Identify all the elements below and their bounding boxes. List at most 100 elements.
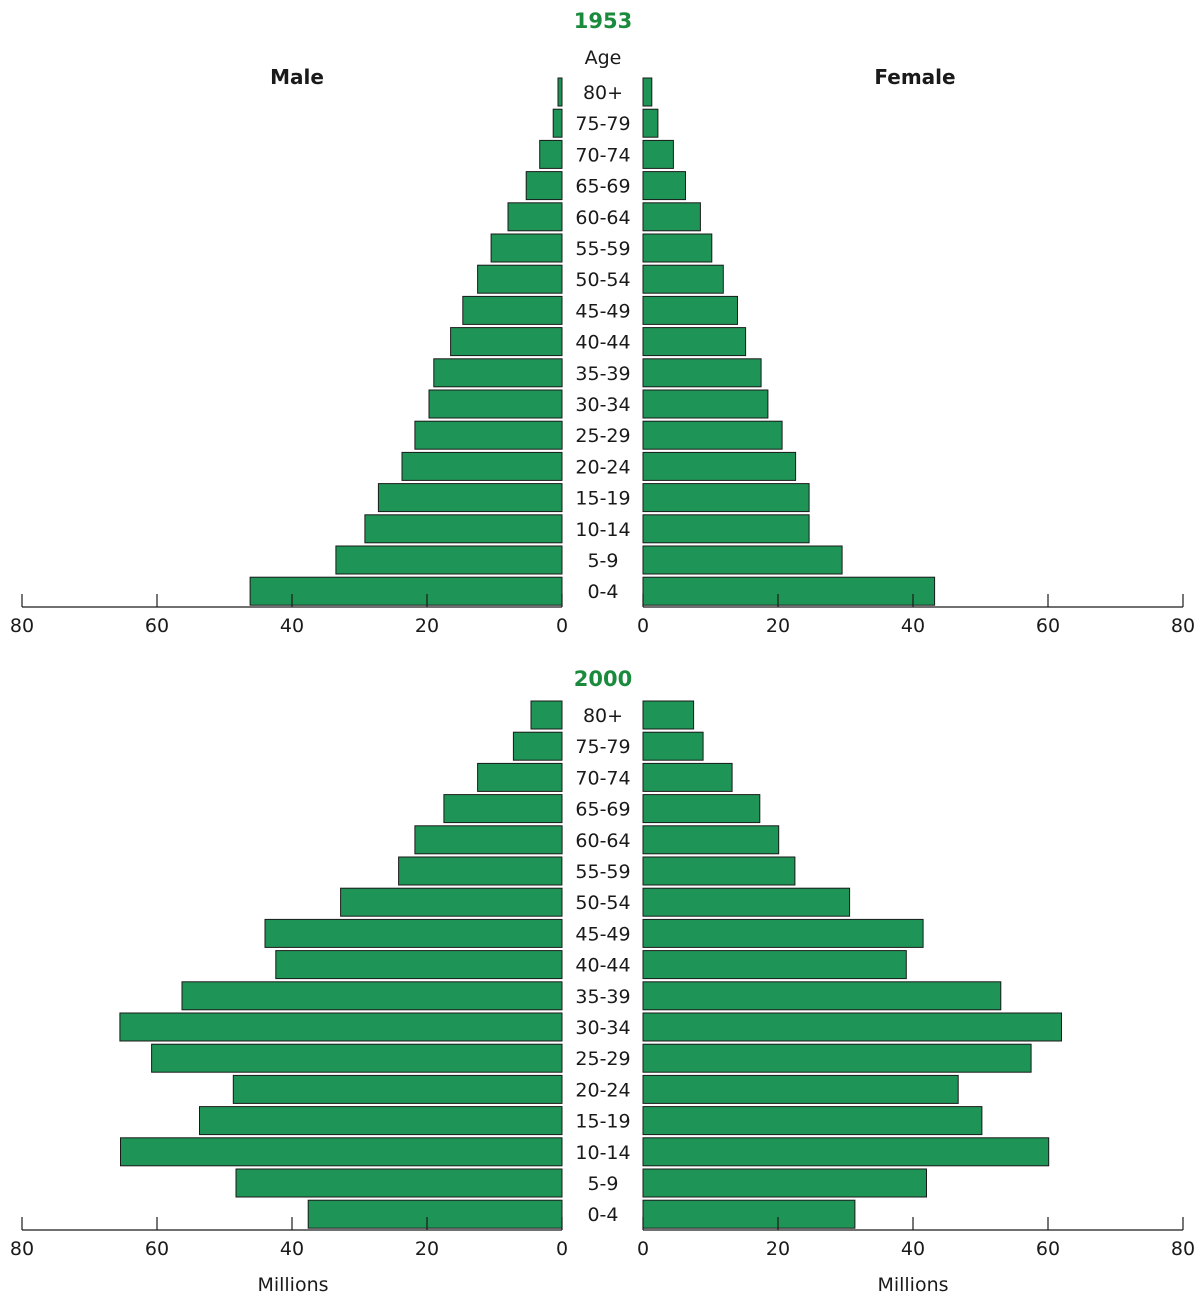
age-label: 75-79 [575,113,630,135]
bar-male-15-19 [377,483,563,513]
bar-female-30-34 [642,389,769,419]
bar-female-0-4 [642,576,936,606]
bar-female-35-39 [642,358,762,388]
age-label: 55-59 [575,861,630,883]
age-label: 45-49 [575,300,630,322]
bar-female-60-64 [642,825,780,855]
male-tick-label: 40 [280,615,304,637]
age-label: 65-69 [575,799,630,821]
bar-male-40-44 [275,950,563,980]
male-tick-label: 20 [415,1238,439,1260]
bar-male-30-34 [119,1012,563,1042]
bar-female-80+ [642,77,653,107]
age-label: 35-39 [575,363,630,385]
bar-male-15-19 [199,1106,563,1136]
bar-male-50-54 [340,887,563,917]
bar-male-60-64 [507,202,563,232]
age-label: 15-19 [575,488,630,510]
bar-female-45-49 [642,918,924,948]
age-label: 30-34 [575,394,630,416]
bar-female-70-74 [642,139,674,169]
bar-female-25-29 [642,1043,1032,1073]
bar-female-50-54 [642,887,851,917]
age-label: 50-54 [575,269,630,291]
age-label: 40-44 [575,332,630,354]
bar-female-15-19 [642,1106,983,1136]
bar-female-15-19 [642,483,810,513]
age-label: 70-74 [575,767,630,789]
bar-male-55-59 [398,856,563,886]
age-label: 45-49 [575,923,630,945]
female-tick-label: 0 [637,1238,649,1260]
age-label: 0-4 [587,1204,618,1226]
female-tick-label: 60 [1036,1238,1060,1260]
bar-male-25-29 [151,1043,563,1073]
age-label: 70-74 [575,144,630,166]
female-x-axis-title: Millions [877,1274,948,1296]
bar-male-50-54 [477,264,563,294]
age-label: 20-24 [575,456,630,478]
male-tick-label: 60 [145,615,169,637]
bar-male-80+ [557,77,563,107]
bar-male-55-59 [490,233,563,263]
bar-female-55-59 [642,233,713,263]
age-label: 5-9 [587,1173,618,1195]
bar-male-75-79 [512,731,563,761]
female-label: Female [874,65,955,89]
bar-female-55-59 [642,856,796,886]
age-label: 35-39 [575,986,630,1008]
bar-female-5-9 [642,545,843,575]
bar-male-20-24 [232,1074,563,1104]
bar-female-50-54 [642,264,724,294]
bar-female-20-24 [642,1074,959,1104]
bar-male-65-69 [525,171,563,201]
male-x-axis-title: Millions [257,1274,328,1296]
male-label: Male [270,65,324,89]
bar-female-65-69 [642,171,686,201]
female-tick-label: 40 [901,1238,925,1260]
bar-female-40-44 [642,327,747,357]
female-tick-label: 60 [1036,615,1060,637]
bar-male-30-34 [428,389,563,419]
bar-female-10-14 [642,514,810,544]
bar-female-65-69 [642,794,761,824]
female-tick-label: 0 [637,615,649,637]
age-label: 75-79 [575,736,630,758]
bar-female-75-79 [642,731,704,761]
age-label: 30-34 [575,1017,630,1039]
bar-male-35-39 [181,981,563,1011]
bar-female-75-79 [642,108,659,138]
bar-male-45-49 [462,295,563,325]
age-label: 0-4 [587,581,618,603]
female-tick-label: 80 [1171,1238,1195,1260]
age-label: 50-54 [575,892,630,914]
bar-male-70-74 [539,139,563,169]
age-label: 15-19 [575,1111,630,1133]
age-header: Age [585,47,622,69]
age-label: 10-14 [575,519,630,541]
age-label: 80+ [583,705,623,727]
bar-female-70-74 [642,762,733,792]
bar-male-10-14 [364,514,563,544]
age-label: 60-64 [575,207,630,229]
bar-female-30-34 [642,1012,1062,1042]
bar-male-45-49 [264,918,563,948]
age-label: 55-59 [575,238,630,260]
male-tick-label: 20 [415,615,439,637]
age-label: 80+ [583,82,623,104]
bar-male-40-44 [450,327,563,357]
male-tick-label: 60 [145,1238,169,1260]
pyramid-2000: 2000 80+ 75-79 70-74 65-69 60-64 55-59 50-54 45-… [10,667,1195,1296]
bar-female-10-14 [642,1137,1050,1167]
female-tick-label: 20 [766,615,790,637]
bar-male-75-79 [552,108,563,138]
chart-title: 2000 [574,667,632,691]
bar-male-70-74 [477,762,563,792]
female-tick-label: 80 [1171,615,1195,637]
bar-female-40-44 [642,950,907,980]
bar-female-45-49 [642,295,738,325]
bar-female-80+ [642,700,695,730]
age-label: 60-64 [575,830,630,852]
bar-male-80+ [530,700,563,730]
